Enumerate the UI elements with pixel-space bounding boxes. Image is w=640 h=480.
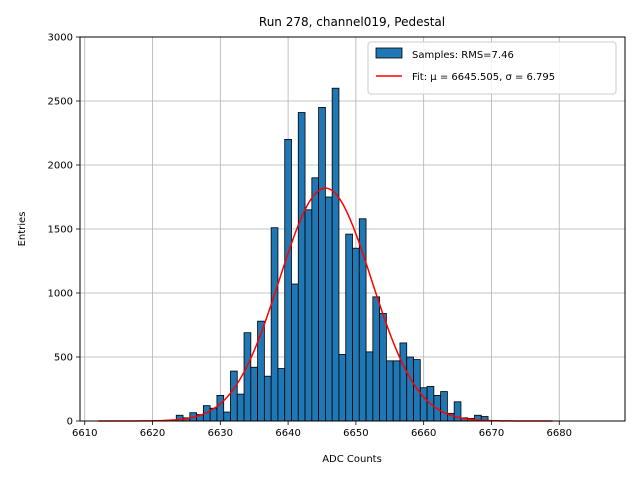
legend-box xyxy=(367,41,617,95)
histogram-bar xyxy=(324,196,333,422)
x-tick-label: 6680 xyxy=(547,428,572,439)
histogram-bar xyxy=(243,332,252,422)
x-axis-ticks: 6610 6620 6630 6640 6650 6660 6670 6680 xyxy=(72,421,572,439)
x-axis-label: ADC Counts xyxy=(322,454,382,465)
histogram-bar xyxy=(338,354,347,422)
histogram-bar xyxy=(270,227,279,422)
histogram-bar xyxy=(277,368,286,422)
y-axis-ticks: 0 500 1000 1500 2000 2500 3000 xyxy=(48,33,80,428)
y-tick-label: 2500 xyxy=(48,97,73,108)
gaussian-fit xyxy=(98,187,553,422)
x-tick-label: 6660 xyxy=(411,428,436,439)
histogram-bar xyxy=(379,313,387,422)
histogram-bar xyxy=(358,218,367,422)
x-tick-label: 6670 xyxy=(479,428,504,439)
histogram-bar xyxy=(365,351,374,422)
histogram-bar xyxy=(263,375,272,422)
gaussian-fit-line xyxy=(98,187,553,422)
y-tick-label: 1000 xyxy=(48,289,73,300)
histogram-bar xyxy=(392,360,401,422)
histogram-bar xyxy=(385,360,394,422)
histogram-bar xyxy=(372,296,381,422)
histogram-bar xyxy=(413,359,421,422)
histogram-bar xyxy=(250,366,258,422)
y-tick-label: 3000 xyxy=(48,33,73,44)
histogram-bar xyxy=(331,87,340,422)
y-tick-label: 0 xyxy=(67,417,73,428)
histogram-bar xyxy=(223,411,231,422)
histogram-bar xyxy=(352,247,360,422)
legend-label-samples: Samples: RMS=7.46 xyxy=(412,50,514,61)
chart-title: Run 278, channel019, Pedestal xyxy=(259,15,445,29)
legend-swatch-samples xyxy=(375,47,403,59)
histogram-bar xyxy=(304,209,313,422)
histogram-bar xyxy=(406,356,414,422)
x-tick-label: 6640 xyxy=(275,428,300,439)
histogram-bar xyxy=(419,387,428,422)
legend-label-fit: Fit: μ = 6645.505, σ = 6.795 xyxy=(412,72,555,83)
histogram-bar xyxy=(236,393,245,422)
histogram-bar xyxy=(216,394,225,422)
x-tick-label: 6650 xyxy=(343,428,368,439)
y-axis-label: Entries xyxy=(17,212,28,247)
x-tick-label: 6630 xyxy=(208,428,233,439)
histogram-bar xyxy=(297,112,306,422)
histogram-bar xyxy=(399,342,408,422)
x-tick-label: 6620 xyxy=(140,428,165,439)
histogram-bar xyxy=(291,283,299,422)
y-tick-label: 2000 xyxy=(48,161,73,172)
histogram-bar xyxy=(345,233,353,422)
y-tick-label: 1500 xyxy=(48,225,73,236)
histogram-bar xyxy=(318,107,326,422)
histogram-bar xyxy=(440,391,448,422)
histogram-bar xyxy=(284,138,292,422)
x-tick-label: 6610 xyxy=(72,428,97,439)
legend: Samples: RMS=7.46 Fit: μ = 6645.505, σ =… xyxy=(367,41,617,95)
histogram-bar xyxy=(230,370,238,422)
y-tick-label: 500 xyxy=(54,353,73,364)
histogram-bar xyxy=(311,177,320,422)
histogram-bar xyxy=(257,320,265,422)
